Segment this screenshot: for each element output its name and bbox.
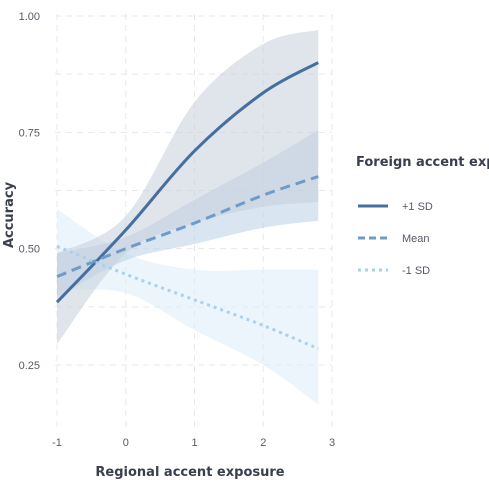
x-tick-label: 0	[123, 437, 129, 449]
series-line	[55, 61, 319, 304]
legend-items: +1 SD Mean -1 SD	[358, 201, 433, 277]
y-axis-title: Accuracy	[2, 181, 17, 248]
x-tick-label: 1	[191, 437, 197, 449]
y-tick-label: 0.25	[19, 360, 40, 372]
confidence-band	[57, 29, 319, 345]
y-tick-labels: 0.25 0.50 0.75 1.00	[19, 11, 40, 372]
legend-label: -1 SD	[402, 265, 430, 277]
x-tick-labels: -1 0 1 2 3	[52, 437, 335, 449]
series-lines	[55, 61, 319, 351]
y-tick-label: 1.00	[19, 11, 40, 23]
x-axis-title: Regional accent exposure	[95, 465, 284, 480]
legend-label: +1 SD	[402, 201, 433, 213]
series-line	[56, 175, 319, 278]
x-tick-label: 2	[260, 437, 266, 449]
y-tick-label: 0.75	[19, 127, 40, 139]
y-tick-label: 0.50	[19, 244, 40, 256]
x-tick-label: -1	[52, 437, 62, 449]
x-tick-label: 3	[329, 437, 335, 449]
legend-label: Mean	[402, 233, 430, 245]
confidence-bands	[57, 29, 319, 405]
legend-title: Foreign accent exposure	[356, 155, 489, 170]
series-line	[56, 244, 319, 351]
legend: Foreign accent exposure +1 SD Mean -1 SD	[356, 155, 489, 277]
